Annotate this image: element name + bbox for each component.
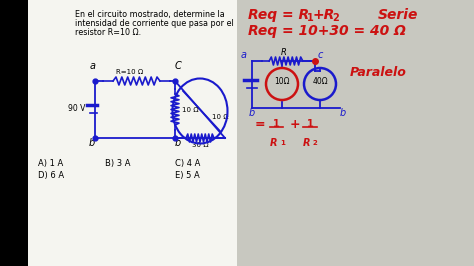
Text: c: c [318,50,323,60]
Text: 30 Ω: 30 Ω [191,142,208,148]
Text: Paralelo: Paralelo [350,66,407,79]
Text: 90 V: 90 V [68,104,86,113]
Text: 2: 2 [313,140,318,146]
Text: b: b [249,108,255,118]
Text: A) 1 A: A) 1 A [38,159,63,168]
Text: 40Ω: 40Ω [312,77,328,86]
Text: b: b [89,138,95,148]
Bar [0,0,28,266]
Text: +R: +R [313,8,335,22]
Text: 10 Ω: 10 Ω [212,114,228,120]
Text: resistor R=10 Ω.: resistor R=10 Ω. [75,28,141,37]
Text: Req = R: Req = R [248,8,309,22]
Text: 10 Ω: 10 Ω [182,106,199,113]
Text: 1: 1 [307,119,314,129]
Text: 1: 1 [307,13,314,23]
Text: D) 6 A: D) 6 A [38,171,64,180]
Bar [237,0,474,266]
Text: a: a [90,61,96,71]
Text: 1: 1 [273,119,280,129]
Text: 10Ω: 10Ω [274,77,290,86]
Text: R: R [281,48,286,57]
Text: R: R [270,138,277,148]
Text: Serie: Serie [378,8,419,22]
Text: a: a [241,50,247,60]
Text: 1: 1 [280,140,285,146]
Text: C) 4 A: C) 4 A [175,159,201,168]
Bar [28,0,237,266]
Text: B) 3 A: B) 3 A [105,159,130,168]
Text: Req = 10+30 = 40 Ω: Req = 10+30 = 40 Ω [248,24,406,38]
Text: b: b [340,108,346,118]
Text: En el circuito mostrado, determine la: En el circuito mostrado, determine la [75,10,225,19]
Text: 2: 2 [332,13,339,23]
Text: C: C [174,61,182,71]
Text: intensidad de corriente que pasa por el: intensidad de corriente que pasa por el [75,19,234,28]
Text: R=10 Ω: R=10 Ω [117,69,144,75]
Text: E) 5 A: E) 5 A [175,171,200,180]
Text: R: R [303,138,310,148]
Text: b: b [175,138,181,148]
Text: =: = [255,118,265,131]
Text: +: + [290,118,301,131]
